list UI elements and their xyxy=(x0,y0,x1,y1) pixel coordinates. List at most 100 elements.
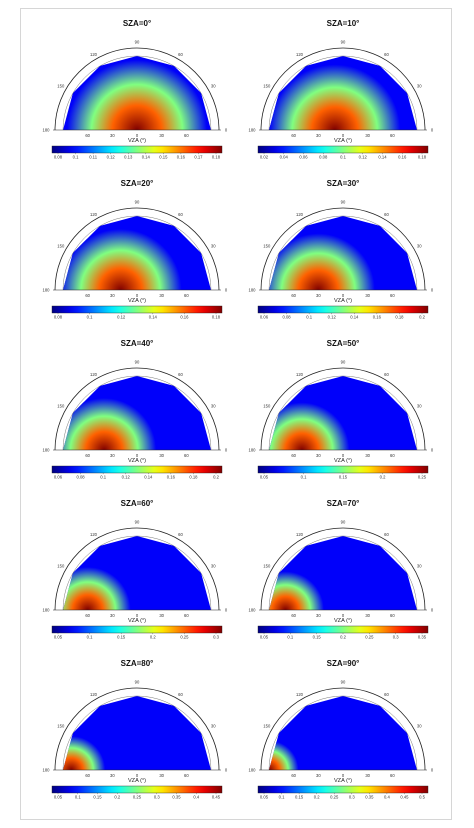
polar-plot-10: 90 120 60 150 30 180 0 60 30 0 30 60 SZA=90° VZA (°) 0… xyxy=(249,659,434,800)
angle-tick-label: 120 xyxy=(296,372,304,377)
radial-tick-label: 30 xyxy=(365,293,370,298)
colorbar-tick-label: 0.1 xyxy=(87,315,93,320)
angle-tick-label: 30 xyxy=(211,564,216,569)
colorbar-tick-label: 0.14 xyxy=(142,155,151,160)
angle-tick-label: 180 xyxy=(249,288,257,293)
angle-tick-label: 30 xyxy=(417,84,422,89)
angle-tick-label: 60 xyxy=(384,532,389,537)
hotspot xyxy=(269,571,324,610)
radial-tick-label: 30 xyxy=(110,293,115,298)
angle-tick-label: 0 xyxy=(431,608,434,613)
colorbar-tick-label: 0.13 xyxy=(124,155,133,160)
radial-tick-label: 0 xyxy=(342,293,345,298)
radial-tick-label: 30 xyxy=(365,773,370,778)
angle-tick-label: 150 xyxy=(57,244,65,249)
angle-tick-label: 0 xyxy=(225,768,228,773)
colorbar xyxy=(51,465,223,474)
colorbar-tick-label: 0.3 xyxy=(154,795,160,800)
colorbar-tick-label: 0.4 xyxy=(193,795,199,800)
angle-tick-label: 180 xyxy=(43,128,51,133)
radial-tick-label: 30 xyxy=(159,613,164,618)
colorbar-tick-label: 0.35 xyxy=(365,795,374,800)
angle-tick-label: 60 xyxy=(178,532,183,537)
colorbar-tick-label: 0.05 xyxy=(54,635,63,640)
heat-field xyxy=(269,376,417,450)
angle-tick-label: 180 xyxy=(249,768,257,773)
xlabel: VZA (°) xyxy=(334,298,352,304)
radial-tick-label: 30 xyxy=(365,453,370,458)
angle-tick-label: 0 xyxy=(431,288,434,293)
radial-tick-label: 60 xyxy=(390,453,395,458)
angle-tick-label: 120 xyxy=(296,692,304,697)
xlabel: VZA (°) xyxy=(128,778,146,784)
radial-tick-label: 30 xyxy=(110,613,115,618)
angle-tick-label: 120 xyxy=(296,212,304,217)
colorbar-tick-label: 0.02 xyxy=(260,155,269,160)
angle-tick-label: 120 xyxy=(90,532,98,537)
colorbar-tick-label: 0.2 xyxy=(314,795,320,800)
radial-tick-label: 60 xyxy=(184,453,189,458)
colorbar-tick-label: 0.15 xyxy=(313,635,322,640)
colorbar xyxy=(257,625,429,634)
angle-tick-label: 0 xyxy=(431,768,434,773)
angle-tick-label: 180 xyxy=(43,288,51,293)
angle-tick-label: 30 xyxy=(417,404,422,409)
plot-title: SZA=70° xyxy=(327,499,360,508)
colorbar-tick-label: 0.1 xyxy=(287,635,293,640)
radial-tick-label: 60 xyxy=(291,133,296,138)
angle-tick-label: 150 xyxy=(263,404,271,409)
hotspot xyxy=(269,402,350,450)
colorbar-tick-label: 0.05 xyxy=(260,635,269,640)
colorbar-tick-label: 0.06 xyxy=(54,475,63,480)
colorbar-tick-label: 0.1 xyxy=(73,155,79,160)
xlabel: VZA (°) xyxy=(128,138,146,144)
colorbar-tick-label: 0.1 xyxy=(279,795,285,800)
colorbar-tick-label: 0.2 xyxy=(380,475,386,480)
radial-tick-label: 60 xyxy=(85,293,90,298)
colorbar-tick-label: 0.08 xyxy=(319,155,328,160)
angle-tick-label: 120 xyxy=(296,532,304,537)
radial-tick-label: 30 xyxy=(316,293,321,298)
colorbar xyxy=(257,785,429,794)
colorbar-tick-label: 0.15 xyxy=(339,475,348,480)
colorbar-tick-label: 0.16 xyxy=(167,475,176,480)
colorbar-tick-label: 0.06 xyxy=(299,155,308,160)
radial-tick-label: 30 xyxy=(365,613,370,618)
outer-arc xyxy=(260,207,426,291)
radial-tick-label: 0 xyxy=(342,613,345,618)
radial-tick-label: 60 xyxy=(85,133,90,138)
colorbar-tick-label: 0.15 xyxy=(295,795,304,800)
radial-tick-label: 30 xyxy=(159,773,164,778)
angle-tick-label: 180 xyxy=(249,608,257,613)
radial-tick-label: 60 xyxy=(184,133,189,138)
outer-arc xyxy=(54,207,220,291)
polar-plot-8: 90 120 60 150 30 180 0 60 30 0 30 60 SZA=70° VZA (°) 0… xyxy=(249,499,434,640)
xlabel: VZA (°) xyxy=(334,458,352,464)
radial-tick-label: 30 xyxy=(110,453,115,458)
radial-tick-label: 60 xyxy=(85,453,90,458)
colorbar-tick-label: 0.11 xyxy=(89,155,98,160)
colorbar-tick-label: 0.1 xyxy=(301,475,307,480)
radial-tick-label: 60 xyxy=(291,453,296,458)
angle-tick-label: 30 xyxy=(211,724,216,729)
angle-tick-label: 150 xyxy=(263,724,271,729)
colorbar-tick-label: 0.4 xyxy=(384,795,390,800)
colorbar-tick-label: 0.12 xyxy=(328,315,337,320)
colorbar-tick-label: 0.1 xyxy=(87,635,93,640)
heat-field xyxy=(269,216,417,290)
angle-tick-label: 150 xyxy=(263,564,271,569)
heat-field xyxy=(63,216,211,290)
colorbar-tick-label: 0.08 xyxy=(76,475,85,480)
polar-plot-5: 90 120 60 150 30 180 0 60 30 0 30 60 SZA=40° VZA (°) 0… xyxy=(43,339,228,480)
colorbar-tick-label: 0.15 xyxy=(93,795,102,800)
outer-arc xyxy=(54,527,220,611)
outer-arc xyxy=(260,47,426,131)
colorbar-tick-label: 0.2 xyxy=(150,635,156,640)
polar-plot-6: 90 120 60 150 30 180 0 60 30 0 30 60 SZA=50° VZA (°) 0… xyxy=(249,339,434,480)
colorbar-tick-label: 0.1 xyxy=(340,155,346,160)
colorbar-tick-label: 0.16 xyxy=(398,155,407,160)
xlabel: VZA (°) xyxy=(334,778,352,784)
angle-tick-label: 90 xyxy=(341,360,346,365)
xlabel: VZA (°) xyxy=(334,618,352,624)
colorbar-tick-label: 0.14 xyxy=(350,315,359,320)
